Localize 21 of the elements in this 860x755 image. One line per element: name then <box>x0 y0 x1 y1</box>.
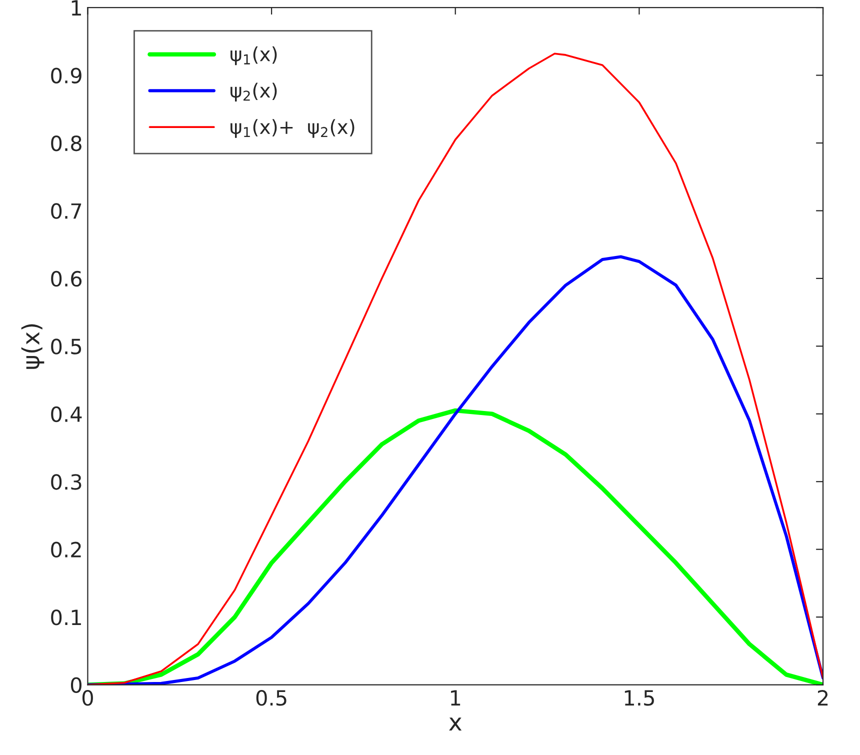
y-tick-label: 0.8 <box>51 135 82 152</box>
y-tick-label: 0.9 <box>51 68 82 84</box>
x-tick-label: 2 <box>818 690 828 706</box>
y-tick-label: 0.4 <box>51 406 82 422</box>
legend-label: ψ$_{2}$(x) <box>230 82 277 102</box>
y-axis-title: ψ(x) <box>21 324 44 369</box>
y-tick-label: 0.1 <box>51 610 81 626</box>
x-axis-title: x <box>449 718 462 731</box>
y-tick-label: 0.3 <box>51 474 82 490</box>
y-tick-label: 0.7 <box>51 203 82 219</box>
x-tick-label: 0.5 <box>256 690 286 706</box>
y-tick-label: 1 <box>72 0 81 16</box>
x-tick-label: 0 <box>82 690 93 706</box>
y-tick-label: 0.6 <box>51 270 82 287</box>
y-tick-label: 0.2 <box>51 542 81 558</box>
x-tick-label: 1.5 <box>624 690 654 706</box>
legend-label: ψ$_{1}$(x) <box>230 46 277 66</box>
legend-label: ψ$_{1}$(x)+ ψ$_{2}$(x) <box>230 119 354 138</box>
x-tick-label: 1 <box>451 690 460 706</box>
y-tick-label: 0.5 <box>51 338 82 354</box>
y-tick-label: 0 <box>70 677 82 693</box>
